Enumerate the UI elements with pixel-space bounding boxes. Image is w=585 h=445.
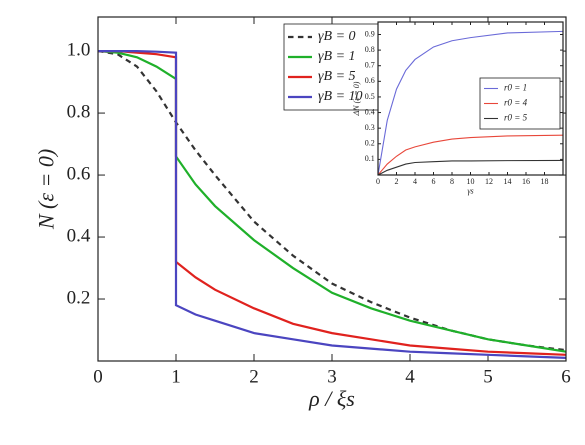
legend-label: γB = 5: [318, 69, 356, 84]
x-tick-label: 0: [93, 366, 103, 387]
x-tick-label: 1: [171, 366, 181, 387]
y-tick-label: 0.4: [67, 225, 91, 246]
series-line: [98, 49, 567, 356]
x-tick-label: 6: [432, 177, 436, 186]
y-tick-label: 0.4: [365, 107, 375, 116]
x-tick-label: 4: [413, 177, 417, 186]
y-tick-label: 0.3: [365, 123, 375, 132]
series-line: [377, 159, 564, 176]
x-tick-label: 0: [376, 177, 380, 186]
legend-label: r0 = 1: [504, 83, 527, 93]
x-tick-label: 14: [504, 177, 512, 186]
series-line: [97, 49, 567, 353]
y-tick-label: 0.6: [365, 76, 375, 85]
legend-label: r0 = 4: [504, 98, 528, 108]
x-tick-label: 2: [395, 177, 399, 186]
series-line: [377, 134, 564, 176]
x-tick-label: 2: [249, 366, 259, 387]
x-tick-label: 3: [327, 366, 337, 387]
x-tick-label: 12: [485, 177, 493, 186]
y-tick-label: 0.9: [365, 29, 375, 38]
x-tick-label: 5: [483, 366, 493, 387]
x-axis-label: γs: [467, 187, 473, 196]
y-tick-label: 0.8: [365, 45, 375, 54]
x-tick-label: 4: [405, 366, 415, 387]
series-line: [377, 30, 564, 176]
legend-label: γB = 1: [318, 49, 356, 64]
y-axis-label: ΔN (ε = 0): [352, 81, 361, 116]
y-tick-label: 0.2: [365, 139, 375, 148]
y-tick-label: 0.6: [67, 163, 91, 184]
legend-label: r0 = 5: [504, 113, 528, 123]
y-tick-label: 0.7: [365, 61, 375, 70]
legend-label: γB = 0: [318, 29, 356, 44]
x-tick-label: 18: [541, 177, 549, 186]
plot-frame: [377, 21, 564, 176]
x-tick-label: 6: [561, 366, 571, 387]
plot-frame: [97, 16, 567, 362]
y-tick-label: 1.0: [67, 39, 91, 60]
x-tick-label: 10: [467, 177, 475, 186]
x-tick-label: 8: [450, 177, 454, 186]
legend-label: γB = 10: [318, 89, 363, 104]
series-line: [98, 49, 567, 360]
y-axis-label: N (ε = 0): [34, 149, 59, 230]
y-tick-label: 0.1: [365, 154, 375, 163]
x-tick-label: 16: [522, 177, 530, 186]
y-tick-label: 0.8: [67, 101, 91, 122]
x-axis-label: ρ / ξs: [308, 386, 355, 411]
y-tick-label: 0.5: [365, 92, 375, 101]
y-tick-label: 0.2: [67, 287, 91, 308]
